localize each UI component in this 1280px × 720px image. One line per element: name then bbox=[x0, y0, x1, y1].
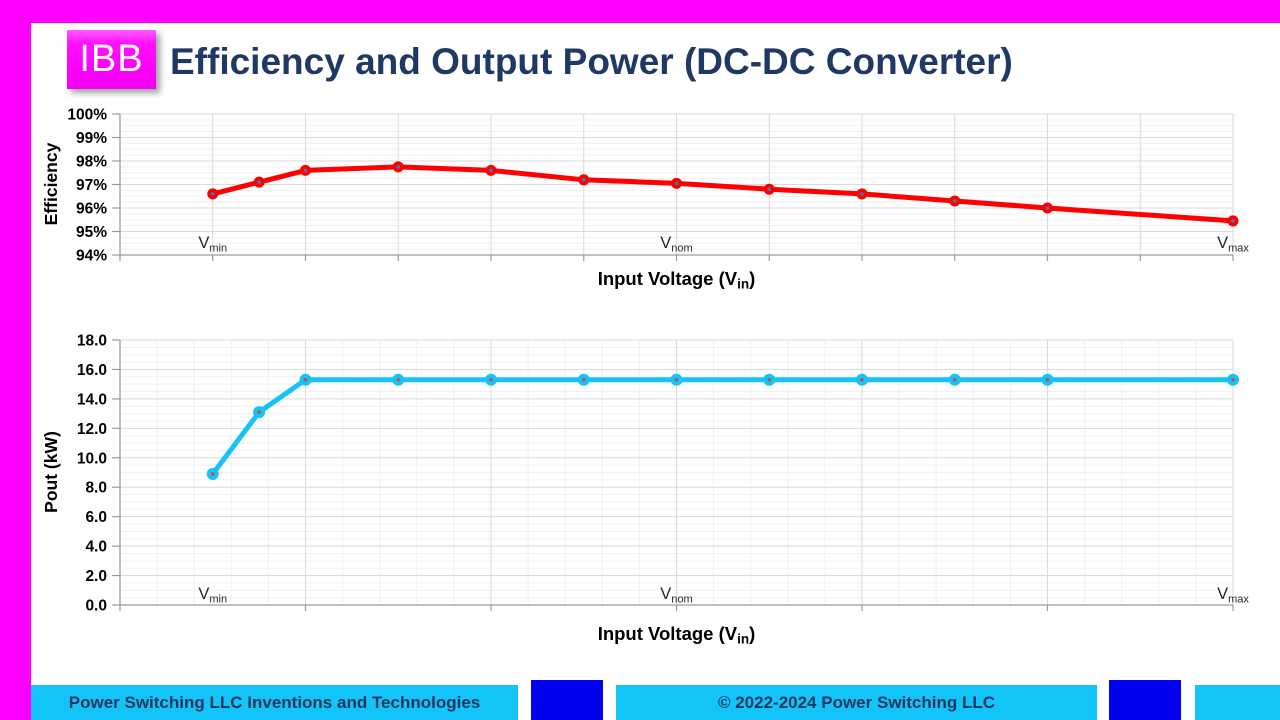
data-point-dot bbox=[674, 181, 679, 186]
y-tick-label: 97% bbox=[76, 177, 107, 194]
y-tick-label: 10.0 bbox=[77, 450, 107, 467]
y-tick-label: 95% bbox=[76, 224, 107, 241]
magenta-left-border bbox=[0, 0, 31, 720]
data-point-dot bbox=[860, 192, 864, 196]
ibb-logo-text: IBB bbox=[79, 38, 144, 80]
data-point-dot bbox=[489, 377, 493, 382]
data-point-dot bbox=[1045, 377, 1050, 382]
footer-copyright-text: © 2022-2024 Power Switching LLC bbox=[717, 692, 996, 712]
ibb-logo: IBB bbox=[67, 30, 156, 89]
y-axis-title: Efficiency bbox=[41, 142, 61, 225]
y-tick-label: 16.0 bbox=[77, 362, 107, 379]
y-tick-label: 100% bbox=[67, 107, 107, 124]
data-point-dot bbox=[952, 199, 957, 203]
data-point-dot bbox=[210, 472, 215, 476]
y-tick-label: 8.0 bbox=[85, 480, 107, 497]
data-point-dot bbox=[1045, 206, 1050, 210]
y-tick-label: 4.0 bbox=[85, 539, 107, 556]
data-point-dot bbox=[674, 377, 679, 382]
x-annotation-min: Vmin bbox=[198, 585, 227, 606]
x-axis-title: Input Voltage (Vin) bbox=[598, 268, 756, 292]
y-axis-title: Pout (kW) bbox=[41, 431, 61, 513]
series-line-pout--kw- bbox=[210, 377, 1236, 477]
data-point-dot bbox=[257, 410, 261, 414]
slide-title: Efficiency and Output Power (DC-DC Conve… bbox=[170, 41, 1013, 82]
data-point-dot bbox=[767, 187, 772, 191]
magenta-top-border bbox=[0, 0, 1280, 23]
y-tick-label: 96% bbox=[76, 201, 107, 218]
footer-blue-block-1 bbox=[531, 680, 603, 720]
data-point-dot bbox=[952, 377, 957, 382]
data-point-dot bbox=[210, 192, 215, 196]
data-point-dot bbox=[581, 377, 586, 382]
data-point-dot bbox=[489, 168, 493, 173]
footer-left-text: Power Switching LLC Inventions and Techn… bbox=[68, 692, 481, 712]
data-point-dot bbox=[581, 178, 586, 182]
y-tick-label: 94% bbox=[76, 248, 107, 265]
series-line-efficiency bbox=[210, 164, 1236, 224]
footer-right-bar bbox=[1195, 685, 1280, 720]
data-point-dot bbox=[1231, 219, 1235, 223]
efficiency-chart: 94%95%96%97%98%99%100%Vmin Vnom VmaxInput … bbox=[41, 107, 1249, 292]
data-point-dot bbox=[303, 377, 308, 382]
footer-blue-block-2 bbox=[1109, 680, 1181, 720]
data-point-dot bbox=[396, 377, 401, 382]
y-tick-label: 2.0 bbox=[85, 568, 107, 585]
y-tick-label: 12.0 bbox=[77, 421, 107, 438]
y-tick-label: 99% bbox=[76, 130, 107, 147]
data-point-dot bbox=[396, 165, 401, 169]
y-tick-label: 6.0 bbox=[85, 509, 107, 526]
data-point-dot bbox=[257, 180, 261, 184]
footer-left-bar: Power Switching LLC Inventions and Techn… bbox=[31, 685, 518, 720]
footer-center-bar: © 2022-2024 Power Switching LLC bbox=[616, 685, 1097, 720]
data-point-dot bbox=[767, 377, 772, 382]
y-tick-label: 14.0 bbox=[77, 391, 107, 408]
y-tick-label: 98% bbox=[76, 154, 107, 171]
data-point-dot bbox=[303, 168, 308, 173]
y-tick-label: 18.0 bbox=[77, 333, 107, 350]
x-axis-title: Input Voltage (Vin) bbox=[598, 623, 756, 647]
data-point-dot bbox=[1231, 377, 1235, 382]
y-tick-label: 0.0 bbox=[85, 598, 107, 615]
data-point-dot bbox=[860, 377, 864, 382]
